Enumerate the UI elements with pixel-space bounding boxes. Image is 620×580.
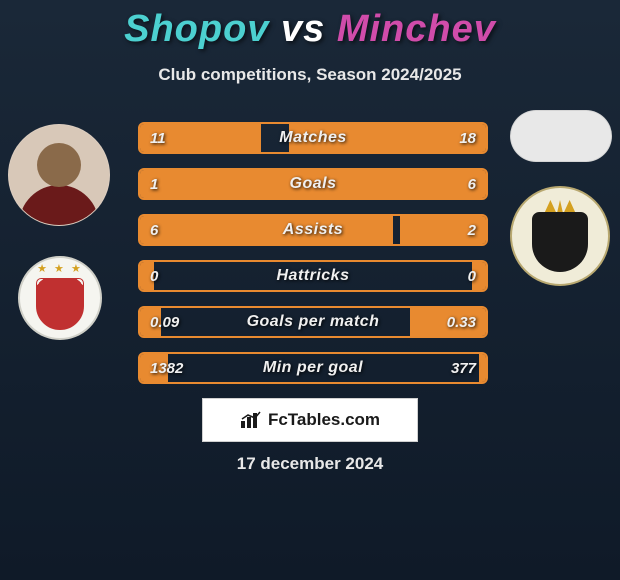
club-b-crest [510,186,610,286]
left-avatar-column: ★ ★ ★ [8,124,110,340]
club-a-shield-icon [36,278,84,330]
stat-label: Goals [140,170,486,198]
subtitle: Club competitions, Season 2024/2025 [0,65,620,85]
brand-chart-icon [240,411,262,429]
club-a-stars-icon: ★ ★ ★ [20,262,100,275]
stat-label: Hattricks [140,262,486,290]
stat-row: 1118Matches [138,122,488,154]
stat-row: 1382377Min per goal [138,352,488,384]
player-a-name: Shopov [124,8,269,50]
stat-row: 16Goals [138,168,488,200]
player-b-name: Minchev [337,8,496,50]
club-b-shield-icon [532,212,588,272]
comparison-title: Shopov vs Minchev [0,0,620,51]
stat-label: Goals per match [140,308,486,336]
brand-box[interactable]: FcTables.com [202,398,418,442]
stat-row: 00Hattricks [138,260,488,292]
player-a-avatar [8,124,110,226]
stat-label: Assists [140,216,486,244]
club-a-crest: ★ ★ ★ [18,256,102,340]
stats-bars: 1118Matches 16Goals 62Assists 00Hattricks 0.… [138,122,488,398]
stat-label: Matches [140,124,486,152]
stat-row: 0.090.33Goals per match [138,306,488,338]
right-avatar-column [510,110,612,286]
stat-row: 62Assists [138,214,488,246]
vs-label: vs [281,8,325,50]
stat-label: Min per goal [140,354,486,382]
brand-text: FcTables.com [268,410,380,430]
date-label: 17 december 2024 [0,454,620,474]
player-b-avatar [510,110,612,162]
